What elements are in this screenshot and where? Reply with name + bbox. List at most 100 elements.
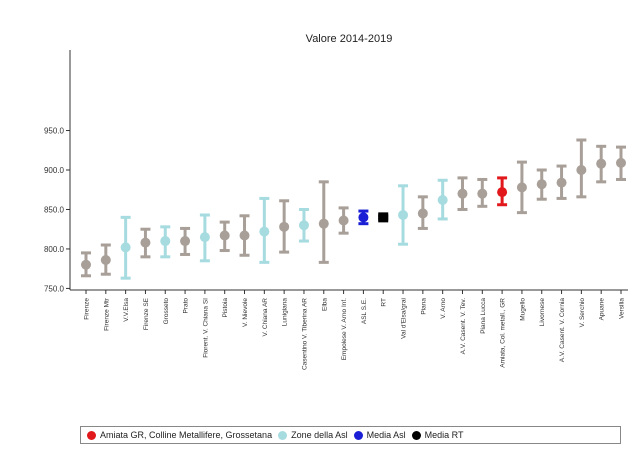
mean-marker bbox=[180, 236, 191, 247]
data-point bbox=[616, 145, 626, 181]
mean-marker bbox=[100, 255, 111, 265]
legend-swatch bbox=[87, 430, 96, 440]
x-tick-label: V.V.Elsa bbox=[123, 298, 130, 322]
x-tick-label: RT bbox=[381, 298, 388, 307]
y-axis: 750.0 800.0 850.0 900.0 950.0 bbox=[44, 50, 71, 293]
data-point bbox=[398, 184, 409, 246]
x-tick-label: Mugello bbox=[519, 298, 526, 321]
x-tick-label: Val d'Elsa/grai bbox=[401, 298, 408, 339]
data-point bbox=[279, 199, 290, 254]
legend-label: Amiata GR, Colline Metallifere, Grosseta… bbox=[100, 430, 273, 440]
y-tick-label: 850.0 bbox=[44, 205, 65, 214]
legend-label: Zone della Asl bbox=[291, 430, 348, 440]
data-point bbox=[536, 168, 547, 201]
x-axis: Firenze Firenze Mtr V.V.Elsa Firenze SE Gros… bbox=[70, 289, 628, 370]
x-tick-label: Amiata, Col. metall., GR bbox=[500, 298, 507, 368]
mean-marker bbox=[576, 165, 587, 175]
data-point bbox=[81, 251, 91, 278]
data-point bbox=[378, 212, 389, 223]
data-point bbox=[318, 180, 329, 264]
x-tick-label: Versilia bbox=[619, 298, 626, 319]
mean-marker bbox=[536, 179, 547, 190]
plot-marks bbox=[81, 138, 626, 280]
mean-marker bbox=[199, 232, 210, 243]
data-point bbox=[556, 164, 567, 200]
x-tick-label: Livornese bbox=[539, 298, 546, 327]
data-point bbox=[120, 215, 131, 280]
mean-marker bbox=[437, 195, 448, 205]
x-tick-label: Piana bbox=[420, 298, 427, 315]
x-tick-label: Fiorent. V. Chiana SI bbox=[202, 298, 209, 358]
data-point bbox=[338, 206, 349, 235]
data-point bbox=[457, 176, 468, 211]
mean-marker bbox=[596, 158, 607, 169]
x-tick-label: V. Chiana AR bbox=[262, 298, 269, 337]
legend-swatch bbox=[278, 430, 288, 440]
mean-marker bbox=[338, 215, 349, 226]
mean-marker bbox=[279, 221, 290, 232]
y-tick-label: 800.0 bbox=[44, 245, 65, 254]
mean-marker bbox=[417, 208, 428, 219]
x-tick-label: Piana Lucca bbox=[480, 298, 487, 334]
data-point bbox=[358, 209, 369, 226]
x-tick-label: A.V. Casent. V. Tev. bbox=[460, 298, 467, 355]
data-point bbox=[437, 178, 448, 221]
legend-item: Media Asl bbox=[353, 430, 406, 440]
y-tick-label: 900.0 bbox=[44, 166, 65, 175]
data-point bbox=[298, 207, 309, 243]
legend-item: Media RT bbox=[411, 430, 464, 440]
data-point bbox=[100, 243, 111, 276]
data-point bbox=[576, 138, 587, 199]
mean-marker bbox=[477, 188, 488, 199]
x-tick-label: Grosseto bbox=[163, 298, 170, 325]
mean-marker bbox=[358, 212, 369, 223]
x-tick-label: Firenze SE bbox=[143, 297, 150, 330]
mean-marker bbox=[239, 230, 250, 241]
mean-marker bbox=[219, 230, 230, 241]
data-point bbox=[596, 144, 607, 184]
mean-marker bbox=[259, 226, 270, 237]
legend-label: Media RT bbox=[424, 430, 464, 440]
legend-swatch bbox=[411, 430, 421, 440]
data-point bbox=[417, 195, 428, 230]
legend-swatch bbox=[353, 430, 363, 440]
data-point bbox=[140, 227, 151, 259]
mean-marker bbox=[140, 237, 151, 248]
y-tick-label: 950.0 bbox=[44, 127, 65, 136]
data-point bbox=[239, 214, 250, 257]
x-tick-label: V. Arno bbox=[440, 298, 447, 319]
mean-marker bbox=[378, 212, 389, 223]
x-tick-label: V. Serchio bbox=[579, 298, 586, 328]
legend-item: Zone della Asl bbox=[278, 430, 348, 440]
data-point bbox=[160, 225, 171, 259]
data-point bbox=[477, 177, 488, 208]
x-tick-label: Firenze Mtr bbox=[103, 297, 110, 331]
y-tick-label: 750.0 bbox=[44, 284, 65, 293]
mean-marker bbox=[398, 210, 409, 220]
x-tick-label: Casentino V. Tiberina AR bbox=[301, 298, 308, 370]
data-point bbox=[219, 220, 230, 253]
x-tick-label: Pistoia bbox=[222, 298, 229, 318]
x-tick-label: Prato bbox=[183, 298, 190, 314]
x-tick-label: A.V. Casent. V. Cornia bbox=[559, 298, 566, 363]
x-tick-label: Empolese V. Arno Inf. bbox=[341, 298, 348, 360]
x-tick-label: Apuane bbox=[599, 298, 606, 321]
x-tick-label: ASL S.E. bbox=[361, 298, 368, 324]
mean-marker bbox=[497, 187, 508, 198]
mean-marker bbox=[298, 220, 309, 231]
data-point bbox=[199, 213, 210, 263]
data-point bbox=[497, 176, 508, 207]
data-point bbox=[180, 226, 191, 256]
x-tick-label: Firenze bbox=[84, 298, 91, 320]
mean-marker bbox=[556, 177, 567, 188]
x-tick-label: Elba bbox=[321, 298, 328, 311]
legend: Amiata GR, Colline Metallifere, Grosseta… bbox=[80, 426, 621, 444]
x-tick-label: Lunigiana bbox=[282, 298, 289, 327]
mean-marker bbox=[616, 157, 626, 168]
data-point bbox=[516, 160, 527, 215]
mean-marker bbox=[516, 182, 527, 193]
mean-marker bbox=[120, 242, 131, 253]
mean-marker bbox=[160, 236, 171, 247]
chart-title: Valore 2014-2019 bbox=[306, 33, 393, 45]
